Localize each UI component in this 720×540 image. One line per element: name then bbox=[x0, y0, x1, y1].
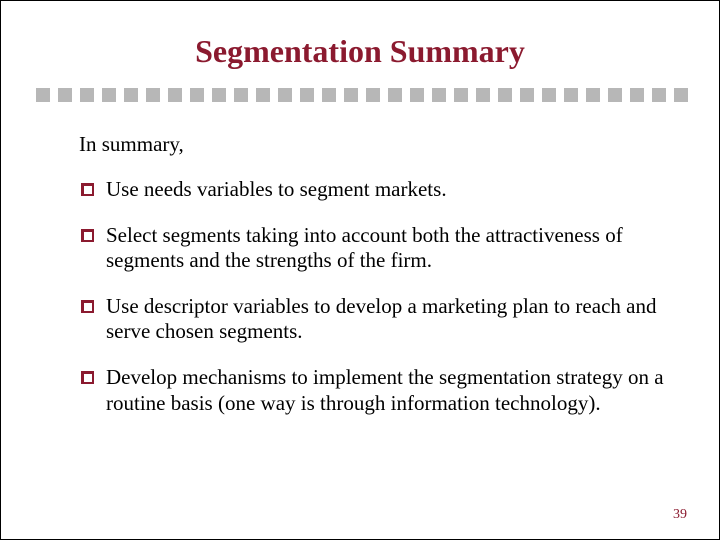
slide: Segmentation Summary In summary, Use nee… bbox=[0, 0, 720, 540]
divider-square-icon bbox=[542, 88, 556, 102]
divider-square-icon bbox=[630, 88, 644, 102]
divider-square-icon bbox=[520, 88, 534, 102]
divider-row bbox=[36, 88, 684, 102]
list-item: Use needs variables to segment markets. bbox=[81, 177, 669, 203]
divider-square-icon bbox=[388, 88, 402, 102]
slide-title: Segmentation Summary bbox=[51, 33, 669, 70]
divider-square-icon bbox=[80, 88, 94, 102]
divider-square-icon bbox=[168, 88, 182, 102]
divider-square-icon bbox=[498, 88, 512, 102]
divider-square-icon bbox=[674, 88, 688, 102]
divider-square-icon bbox=[278, 88, 292, 102]
checkbox-bullet-icon bbox=[81, 183, 94, 196]
list-item: Use descriptor variables to develop a ma… bbox=[81, 294, 669, 345]
divider-square-icon bbox=[124, 88, 138, 102]
divider-square-icon bbox=[300, 88, 314, 102]
divider-square-icon bbox=[344, 88, 358, 102]
list-item: Develop mechanisms to implement the segm… bbox=[81, 365, 669, 416]
checkbox-bullet-icon bbox=[81, 371, 94, 384]
divider-square-icon bbox=[322, 88, 336, 102]
divider-square-icon bbox=[476, 88, 490, 102]
divider-square-icon bbox=[234, 88, 248, 102]
divider-square-icon bbox=[256, 88, 270, 102]
list-item: Select segments taking into account both… bbox=[81, 223, 669, 274]
divider-square-icon bbox=[102, 88, 116, 102]
bullet-text: Develop mechanisms to implement the segm… bbox=[106, 365, 669, 416]
checkbox-bullet-icon bbox=[81, 300, 94, 313]
divider-square-icon bbox=[366, 88, 380, 102]
divider-square-icon bbox=[454, 88, 468, 102]
divider-square-icon bbox=[36, 88, 50, 102]
divider-square-icon bbox=[190, 88, 204, 102]
bullet-text: Select segments taking into account both… bbox=[106, 223, 669, 274]
bullet-text: Use descriptor variables to develop a ma… bbox=[106, 294, 669, 345]
divider-square-icon bbox=[586, 88, 600, 102]
bullet-list: Use needs variables to segment markets. … bbox=[81, 177, 669, 416]
divider-square-icon bbox=[432, 88, 446, 102]
intro-text: In summary, bbox=[79, 132, 669, 157]
divider-square-icon bbox=[410, 88, 424, 102]
checkbox-bullet-icon bbox=[81, 229, 94, 242]
divider-square-icon bbox=[652, 88, 666, 102]
divider-square-icon bbox=[608, 88, 622, 102]
divider-square-icon bbox=[212, 88, 226, 102]
divider-square-icon bbox=[58, 88, 72, 102]
divider-square-icon bbox=[146, 88, 160, 102]
page-number: 39 bbox=[673, 507, 687, 523]
divider-square-icon bbox=[564, 88, 578, 102]
bullet-text: Use needs variables to segment markets. bbox=[106, 177, 447, 203]
